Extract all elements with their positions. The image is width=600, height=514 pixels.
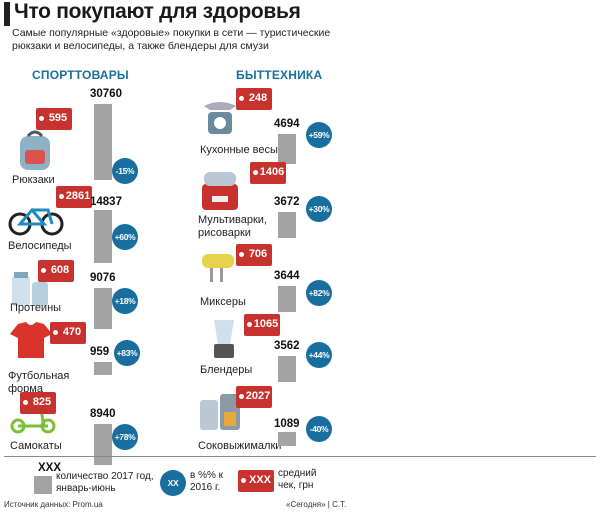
title-accent-bar [4, 2, 10, 26]
tag-hole [53, 330, 58, 335]
quantity-value: 14837 [90, 196, 122, 208]
quantity-bar [278, 286, 296, 312]
avg-check-value: 825 [32, 396, 52, 408]
change-badge: +82% [306, 280, 332, 306]
multicooker-icon [198, 168, 242, 219]
page-title: Что покупают для здоровья [14, 0, 301, 23]
quantity-bar [278, 356, 296, 382]
item-label: Миксеры [200, 296, 246, 308]
mixer-icon [198, 250, 244, 289]
tag-hole [23, 400, 28, 405]
avg-check-value: 2027 [245, 390, 271, 402]
tag-shape [236, 386, 272, 408]
item-label: Блендеры [200, 364, 253, 376]
page-subtitle: Самые популярные «здоровые» покупки в се… [12, 27, 331, 52]
quantity-bar [94, 104, 112, 180]
change-badge: +44% [306, 342, 332, 368]
tag-hole [253, 170, 258, 175]
avg-check-value: 248 [248, 92, 268, 104]
tag-shape [50, 322, 86, 344]
avg-check-value: 1065 [253, 318, 279, 330]
football-shirt-icon [8, 320, 54, 365]
avg-check-value: 2861 [65, 190, 91, 202]
bicycle-icon [8, 200, 64, 241]
quantity-bar [278, 134, 296, 164]
kitchen-scale-icon [200, 98, 240, 143]
quantity-bar [94, 424, 112, 465]
quantity-value: 9076 [90, 272, 116, 284]
section-heading-sport: СПОРТТОВАРЫ [32, 68, 129, 82]
tag-hole [39, 116, 44, 121]
change-badge: +18% [112, 288, 138, 314]
quantity-bar [278, 432, 296, 446]
legend-check-symbol: XXX [248, 474, 271, 486]
change-badge: -40% [306, 416, 332, 442]
change-badge: +83% [114, 340, 140, 366]
tag-hole [239, 96, 244, 101]
tag-shape [38, 260, 74, 282]
legend-bar-swatch [34, 476, 52, 494]
legend-qty-text: количество 2017 год, январь-июнь [56, 471, 154, 494]
change-badge: +30% [306, 196, 332, 222]
avg-check-value: 706 [248, 248, 268, 260]
tag-hole [239, 252, 244, 257]
backpack-icon [12, 128, 58, 179]
legend-pct-badge: XX [160, 470, 186, 496]
juicer-icon [198, 392, 248, 437]
avg-check-value: 1406 [259, 166, 285, 178]
item-label: Рюкзаки [12, 174, 55, 186]
quantity-bar [278, 212, 296, 238]
tag-hole [59, 194, 64, 199]
quantity-value: 8940 [90, 408, 116, 420]
tag-hole [239, 394, 244, 399]
item-label: Кухонные весы [200, 144, 278, 156]
tag-shape [236, 244, 272, 266]
quantity-bar [94, 288, 112, 329]
legend-pct-text: в %% к 2016 г. [190, 470, 224, 493]
tag-shape [20, 392, 56, 414]
legend-divider [4, 456, 596, 457]
tag-shape [236, 88, 272, 110]
quantity-bar [94, 210, 112, 263]
avg-check-value: 470 [62, 326, 82, 338]
avg-check-value: 608 [50, 264, 70, 276]
change-badge: +60% [112, 224, 138, 250]
legend-qty-symbol: XXX [38, 462, 62, 474]
quantity-value: 3644 [274, 270, 300, 282]
item-label: Велосипеды [8, 240, 72, 252]
tag-shape [56, 186, 92, 208]
item-label: Самокаты [10, 440, 62, 452]
tag-shape [244, 314, 280, 336]
item-label: Мультиварки, рисоварки [198, 214, 267, 239]
footer-credit: «Сегодня» | С.Т. [286, 500, 347, 509]
quantity-value: 3672 [274, 196, 300, 208]
tag-shape [36, 108, 72, 130]
avg-check-value: 595 [48, 112, 68, 124]
item-label: Протеины [10, 302, 62, 314]
quantity-value: 30760 [90, 88, 122, 100]
tag-hole [247, 322, 252, 327]
quantity-value: 4694 [274, 118, 300, 130]
quantity-value: 1089 [274, 418, 300, 430]
change-badge: +59% [306, 122, 332, 148]
quantity-value: 3562 [274, 340, 300, 352]
item-label: Соковыжималки [198, 440, 282, 452]
tag-shape [250, 162, 286, 184]
footer-source: Источник данных: Prom.ua [4, 500, 103, 509]
quantity-value: 959 [90, 346, 110, 358]
tag-hole [41, 268, 46, 273]
blender-icon [206, 316, 242, 367]
protein-jar-icon [8, 266, 54, 313]
legend-check-text: средний чек, грн [278, 468, 317, 491]
quantity-bar [94, 362, 112, 375]
change-badge: +78% [112, 424, 138, 450]
section-heading-appliances: БЫТТЕХНИКА [236, 68, 323, 82]
change-badge: -15% [112, 158, 138, 184]
